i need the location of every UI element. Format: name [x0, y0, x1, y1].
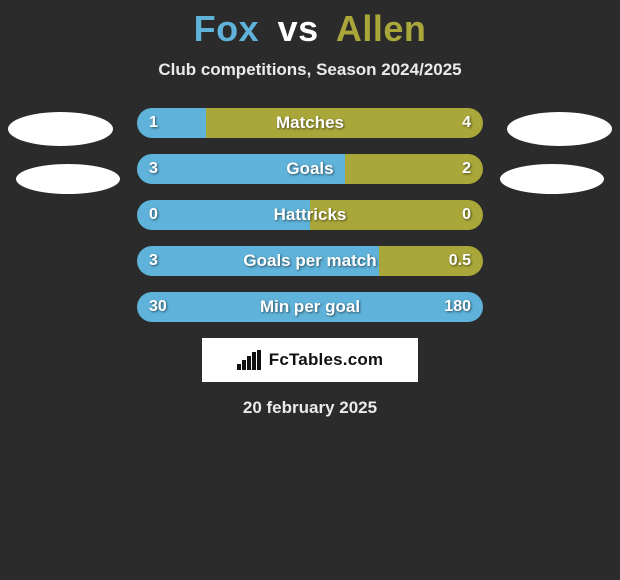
stat-seg-left	[137, 108, 206, 138]
stat-value-right: 0	[462, 200, 471, 230]
title-vs: vs	[278, 8, 319, 49]
stat-seg-left	[137, 200, 310, 230]
stat-seg-left	[137, 246, 379, 276]
stat-seg-left	[137, 292, 483, 322]
stat-value-left: 1	[149, 108, 158, 138]
stat-bar: 30.5Goals per match	[137, 246, 483, 276]
stat-bar: 00Hattricks	[137, 200, 483, 230]
decor-ellipse-left-2	[16, 164, 120, 194]
page-title: Fox vs Allen	[0, 0, 620, 50]
stat-seg-left	[137, 154, 345, 184]
stat-value-left: 3	[149, 246, 158, 276]
decor-ellipse-right-1	[507, 112, 612, 146]
stat-bar: 14Matches	[137, 108, 483, 138]
title-player2: Allen	[336, 8, 427, 49]
decor-ellipse-right-2	[500, 164, 604, 194]
title-player1: Fox	[194, 8, 260, 49]
subtitle: Club competitions, Season 2024/2025	[0, 60, 620, 80]
brand-badge: FcTables.com	[202, 338, 418, 382]
comparison-arena: 14Matches32Goals00Hattricks30.5Goals per…	[0, 108, 620, 322]
decor-ellipse-left-1	[8, 112, 113, 146]
stat-seg-right	[206, 108, 483, 138]
stat-value-left: 30	[149, 292, 167, 322]
brand-chart-icon	[237, 350, 263, 370]
stat-bars: 14Matches32Goals00Hattricks30.5Goals per…	[137, 108, 483, 322]
stat-value-right: 0.5	[449, 246, 471, 276]
stat-value-right: 4	[462, 108, 471, 138]
date-text: 20 february 2025	[0, 398, 620, 418]
stat-bar: 32Goals	[137, 154, 483, 184]
stat-seg-right	[310, 200, 483, 230]
stat-value-left: 0	[149, 200, 158, 230]
brand-text: FcTables.com	[269, 350, 384, 370]
stat-value-left: 3	[149, 154, 158, 184]
stat-bar: 30180Min per goal	[137, 292, 483, 322]
stat-value-right: 180	[444, 292, 471, 322]
stat-value-right: 2	[462, 154, 471, 184]
